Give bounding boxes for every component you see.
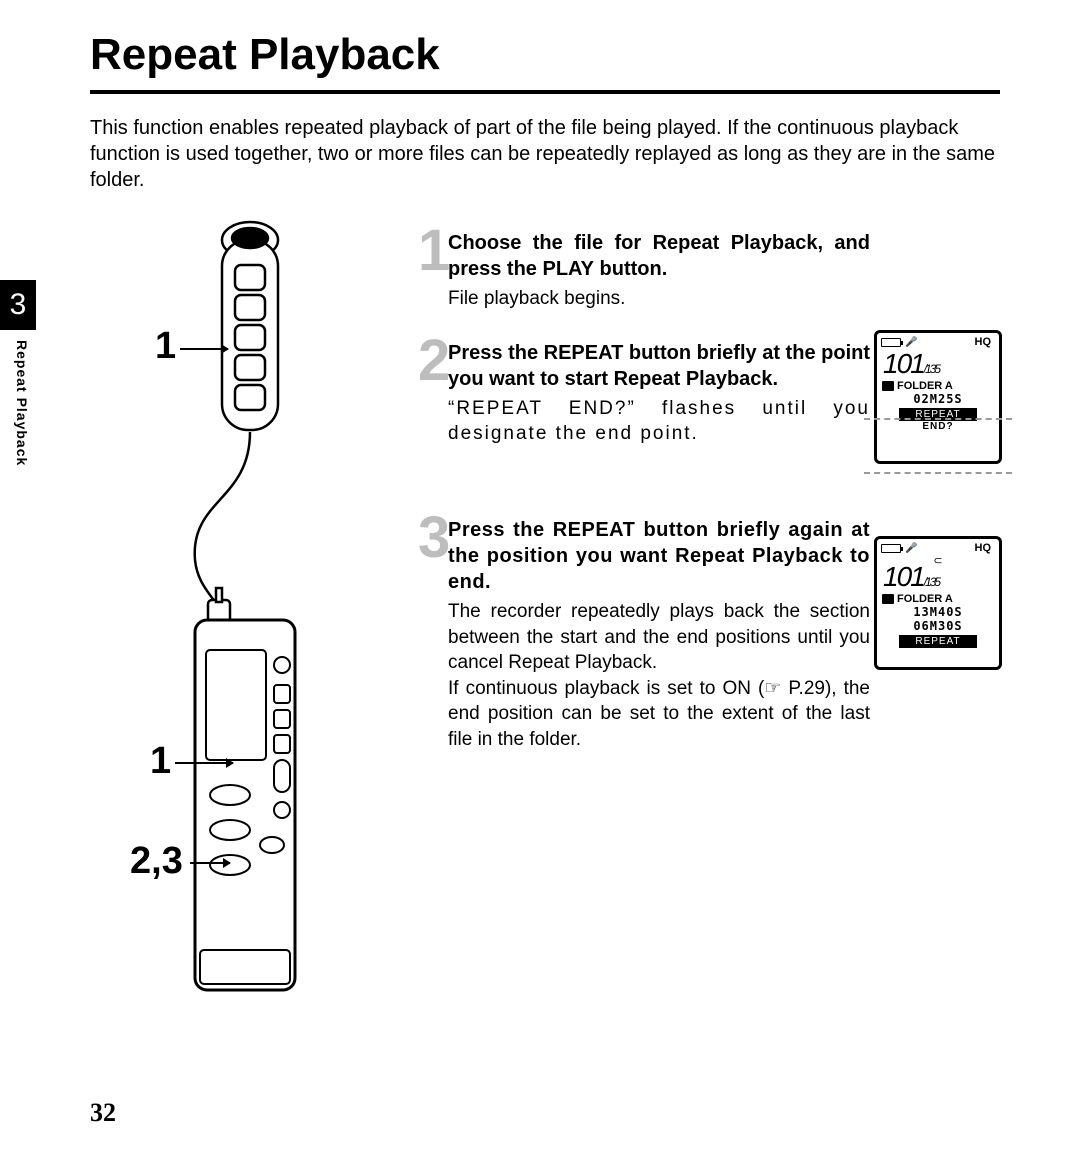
- step-number: 3: [418, 509, 450, 567]
- button-name: REPEAT: [553, 519, 636, 541]
- lcd-screen-2: 🎤 HQ ⊂ 101 /135 FOLDER A 13M40S 06M30S R…: [874, 536, 1002, 670]
- step-text: Press the: [448, 519, 553, 541]
- callout-arrow: [180, 348, 228, 350]
- intro-paragraph: This function enables repeated playback …: [90, 115, 1000, 193]
- total-files: /135: [924, 362, 939, 376]
- folder-icon: [882, 594, 894, 604]
- battery-icon: [881, 544, 901, 553]
- step-body: The recorder repeatedly plays back the s…: [448, 599, 870, 753]
- folder-label: FOLDER A: [897, 593, 953, 605]
- page-number: 32: [90, 1098, 116, 1128]
- quality-label: HQ: [975, 542, 992, 554]
- chapter-badge: 3: [0, 280, 36, 330]
- steps-list: 1 Choose the file for Repeat Playback, a…: [420, 230, 870, 781]
- folder-icon: [882, 381, 894, 391]
- diagram-callout-1-mid: 1: [150, 740, 171, 783]
- step-2: 2 Press the REPEAT button briefly at the…: [420, 340, 870, 447]
- device-diagram: [100, 220, 390, 1010]
- battery-icon: [881, 338, 901, 347]
- step-heading: Choose the file for Repeat Playback, and…: [448, 230, 870, 282]
- file-counter: 101 /135: [877, 348, 999, 380]
- flash-highlight: [864, 418, 1012, 474]
- current-file: 101: [883, 561, 924, 593]
- repeat-indicator: REPEAT: [899, 635, 977, 648]
- folder-label: FOLDER A: [897, 380, 953, 392]
- time-display: 02M25S: [877, 392, 999, 406]
- total-files: /135: [924, 575, 939, 589]
- folder-row: FOLDER A: [877, 593, 999, 605]
- button-name: REPEAT: [544, 342, 624, 364]
- step-text: Press the: [448, 342, 544, 364]
- time-display: 06M30S: [877, 619, 999, 633]
- page-title: Repeat Playback: [90, 30, 440, 80]
- step-number: 2: [418, 332, 450, 390]
- step-1: 1 Choose the file for Repeat Playback, a…: [420, 230, 870, 312]
- time-display: 13M40S: [877, 605, 999, 619]
- mic-icon: 🎤: [905, 337, 917, 348]
- step-body: “REPEAT END?” flashes until you designat…: [448, 396, 870, 447]
- button-name: PLAY: [542, 258, 594, 280]
- current-file: 101: [883, 348, 924, 380]
- callout-arrow: [175, 762, 233, 764]
- side-section-label: Repeat Playback: [14, 340, 30, 466]
- mic-icon: 🎤: [905, 543, 917, 554]
- diagram-callout-23: 2,3: [130, 840, 183, 883]
- step-3: 3 Press the REPEAT button briefly again …: [420, 517, 870, 753]
- step-body: File playback begins.: [448, 286, 870, 312]
- title-rule: [90, 90, 1000, 94]
- quality-label: HQ: [975, 336, 992, 348]
- folder-row: FOLDER A: [877, 380, 999, 392]
- callout-arrow: [190, 862, 230, 864]
- step-heading: Press the REPEAT button briefly at the p…: [448, 340, 870, 392]
- step-number: 1: [418, 222, 450, 280]
- step-text: button.: [594, 258, 667, 280]
- step-heading: Press the REPEAT button briefly again at…: [448, 517, 870, 595]
- diagram-callout-1-top: 1: [155, 325, 176, 368]
